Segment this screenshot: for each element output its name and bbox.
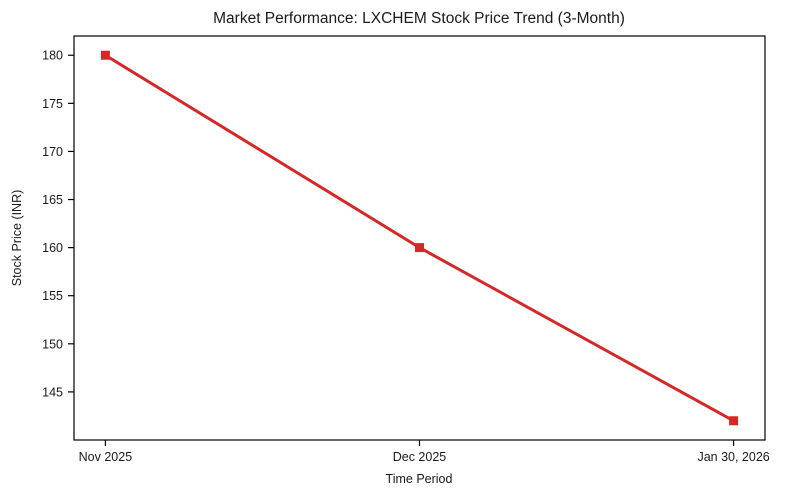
y-tick-label: 180 xyxy=(42,49,63,63)
data-point-marker xyxy=(100,50,110,60)
data-point-marker xyxy=(415,243,424,253)
x-tick-label: Dec 2025 xyxy=(393,450,447,464)
y-tick-label: 160 xyxy=(42,241,63,255)
y-tick-label: 155 xyxy=(42,289,63,303)
trend-line xyxy=(103,53,736,423)
x-axis-label: Time Period xyxy=(386,472,453,486)
y-tick-label: 170 xyxy=(42,145,63,159)
y-tick-label: 145 xyxy=(42,385,63,399)
plot-area: 145 150 155 160 165 170 175 180 Nov 2025 Dec 2025… xyxy=(42,35,770,464)
axes-frame xyxy=(73,35,766,441)
y-tick-label: 175 xyxy=(42,97,63,111)
x-tick-label: Nov 2025 xyxy=(79,450,133,464)
y-tick-label: 150 xyxy=(42,337,63,351)
y-axis-label: Stock Price (INR) xyxy=(10,190,24,287)
y-tick-label: 165 xyxy=(42,193,63,207)
x-tick-label: Jan 30, 2026 xyxy=(697,450,769,464)
data-point-marker xyxy=(729,416,739,426)
chart-title: Market Performance: LXCHEM Stock Price T… xyxy=(213,10,625,27)
